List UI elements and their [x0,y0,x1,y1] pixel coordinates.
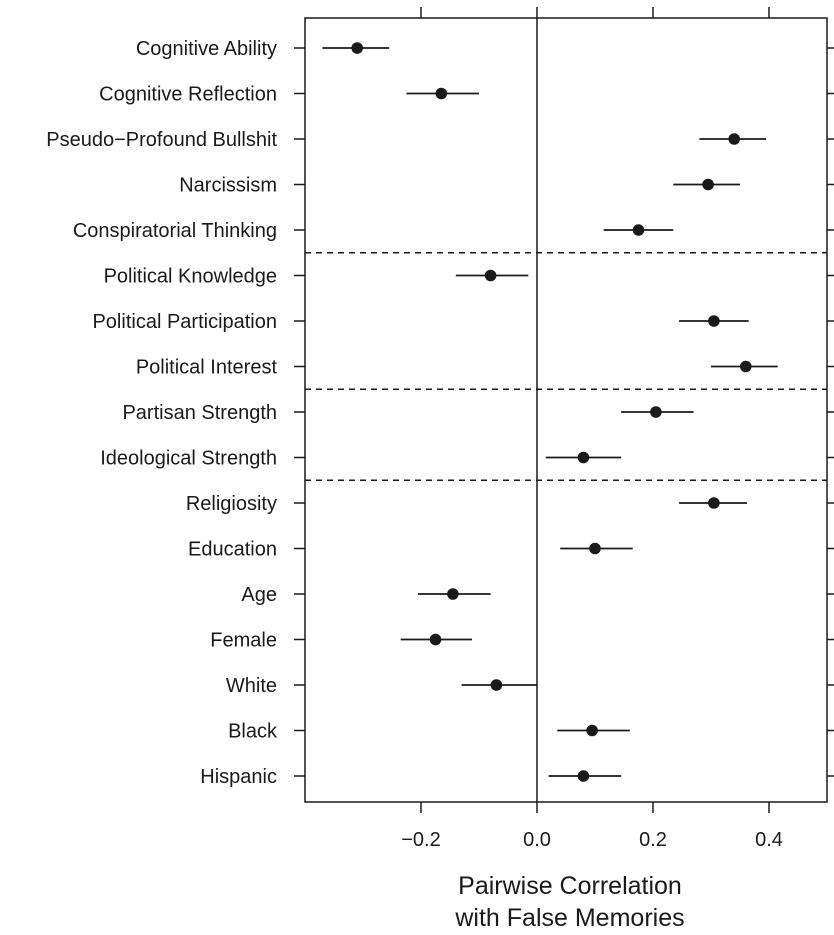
estimate-point [589,542,601,555]
category-label: Cognitive Ability [136,38,277,60]
plot-frame [304,17,828,803]
estimate-point [577,451,590,464]
estimate-point [586,724,598,737]
x-axis-title-line-2: with False Memories [454,904,684,932]
estimate-point [484,269,497,282]
estimate-point [447,588,459,600]
estimate-point [435,87,448,100]
category-label: Ideological Strength [100,448,277,470]
category-label: Religiosity [186,493,277,515]
estimate-point [490,679,503,691]
category-label: Narcissism [179,175,277,197]
estimate-point [351,42,364,54]
category-label: Partisan Strength [122,402,277,424]
category-label: White [226,675,277,697]
estimate-point [740,360,752,373]
x-tick-label: −0.2 [401,829,440,851]
category-label: Cognitive Reflection [99,84,277,106]
x-tick-label: 0.0 [523,829,551,851]
x-axis-title-line-1: Pairwise Correlation [458,872,682,900]
estimate-point [429,633,442,646]
category-label: Political Interest [136,357,278,379]
category-label: Female [210,630,277,652]
category-label: Black [228,721,278,743]
category-label: Hispanic [200,766,277,788]
estimate-point [708,315,720,327]
x-tick-label: 0.4 [755,829,783,851]
estimate-point [708,497,720,509]
category-label: Age [241,584,277,606]
estimate-point [728,133,740,145]
x-tick-label: 0.2 [639,829,667,851]
category-label: Pseudo−Profound Bullshit [46,129,277,151]
category-label: Education [188,539,277,561]
estimate-point [632,224,645,236]
category-label: Political Participation [92,311,277,333]
category-label: Conspiratorial Thinking [73,220,277,242]
estimate-point [650,406,662,418]
category-label: Political Knowledge [104,266,277,288]
estimate-point [577,770,590,782]
estimate-point [702,178,714,191]
